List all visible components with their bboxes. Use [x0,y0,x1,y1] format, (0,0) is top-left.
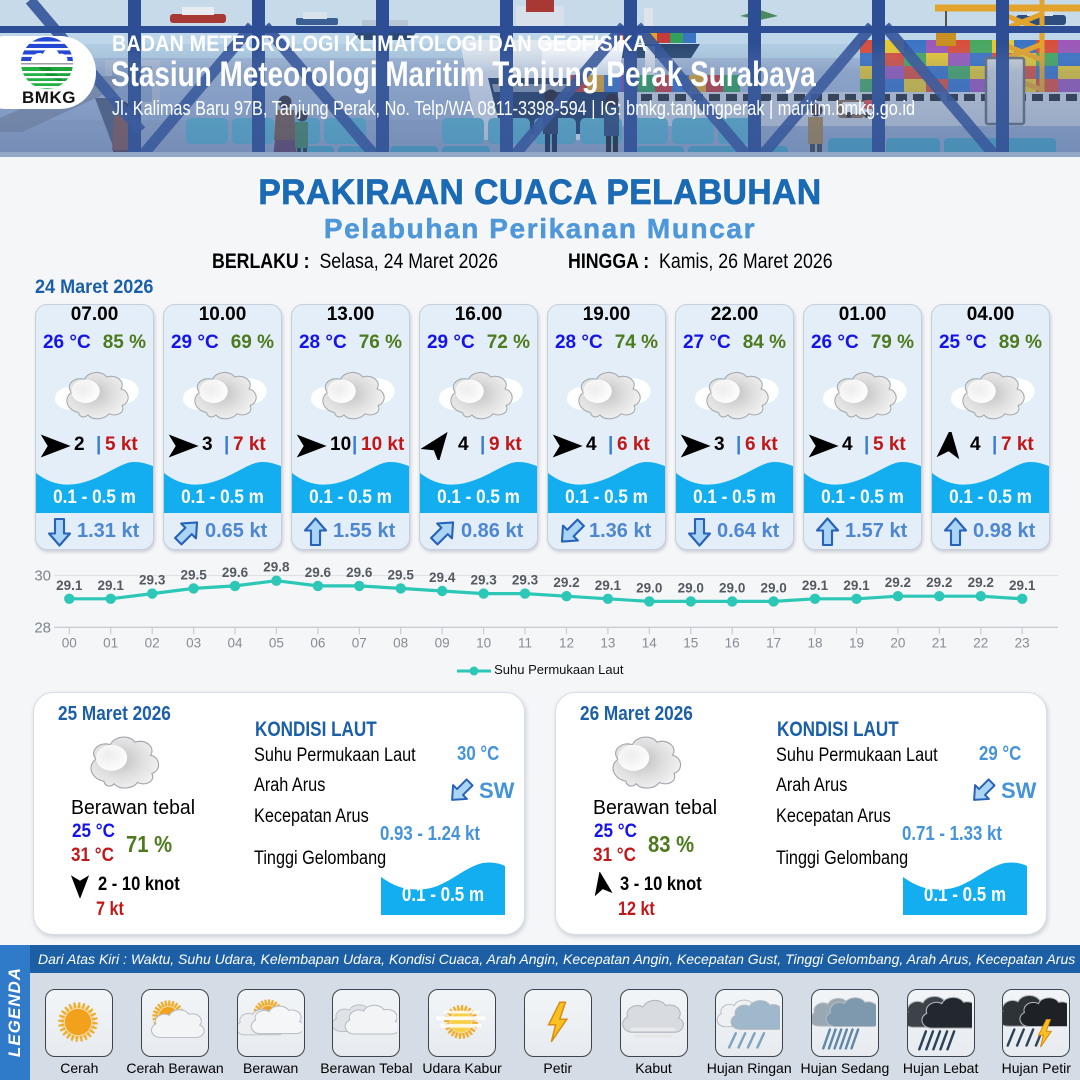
svg-text:28: 28 [34,619,51,636]
svg-text:14: 14 [642,635,658,650]
svg-text:29.1: 29.1 [56,578,83,593]
svg-text:29.2: 29.2 [926,575,952,590]
svg-text:29.2: 29.2 [885,575,911,590]
svg-text:30: 30 [34,568,51,585]
svg-text:29.6: 29.6 [346,565,373,580]
svg-text:29.1: 29.1 [843,578,870,593]
svg-text:19: 19 [849,635,864,650]
svg-text:29.0: 29.0 [636,580,662,595]
svg-text:00: 00 [62,635,77,650]
svg-text:29.1: 29.1 [802,578,829,593]
svg-text:13: 13 [600,635,615,650]
svg-text:05: 05 [269,635,284,650]
svg-text:03: 03 [186,635,201,650]
svg-text:29.2: 29.2 [553,575,579,590]
svg-text:29.5: 29.5 [388,567,415,582]
svg-text:29.8: 29.8 [263,560,290,575]
svg-text:29.3: 29.3 [470,573,497,588]
svg-text:21: 21 [932,635,947,650]
svg-text:04: 04 [227,635,243,650]
svg-text:29.1: 29.1 [595,578,622,593]
svg-text:29.0: 29.0 [719,580,745,595]
svg-text:11: 11 [518,635,532,650]
svg-text:18: 18 [807,635,822,650]
svg-text:15: 15 [683,635,698,650]
svg-text:29.3: 29.3 [139,573,166,588]
svg-text:06: 06 [310,635,325,650]
svg-text:29.6: 29.6 [222,565,249,580]
svg-text:08: 08 [393,635,408,650]
svg-text:01: 01 [103,635,118,650]
svg-text:29.1: 29.1 [98,578,125,593]
svg-text:10: 10 [476,635,491,650]
svg-text:12: 12 [559,635,574,650]
svg-text:07: 07 [352,635,367,650]
svg-text:22: 22 [973,635,988,650]
svg-text:23: 23 [1015,635,1030,650]
svg-text:29.3: 29.3 [512,573,539,588]
svg-text:09: 09 [435,635,450,650]
svg-text:29.4: 29.4 [429,570,456,585]
svg-text:29.0: 29.0 [678,580,704,595]
svg-text:29.0: 29.0 [760,580,786,595]
svg-text:29.5: 29.5 [180,567,207,582]
svg-text:17: 17 [766,635,781,650]
svg-text:16: 16 [725,635,740,650]
svg-text:29.1: 29.1 [1009,578,1036,593]
svg-text:20: 20 [890,635,905,650]
svg-text:29.2: 29.2 [968,575,994,590]
svg-text:02: 02 [145,635,160,650]
svg-text:29.6: 29.6 [305,565,332,580]
